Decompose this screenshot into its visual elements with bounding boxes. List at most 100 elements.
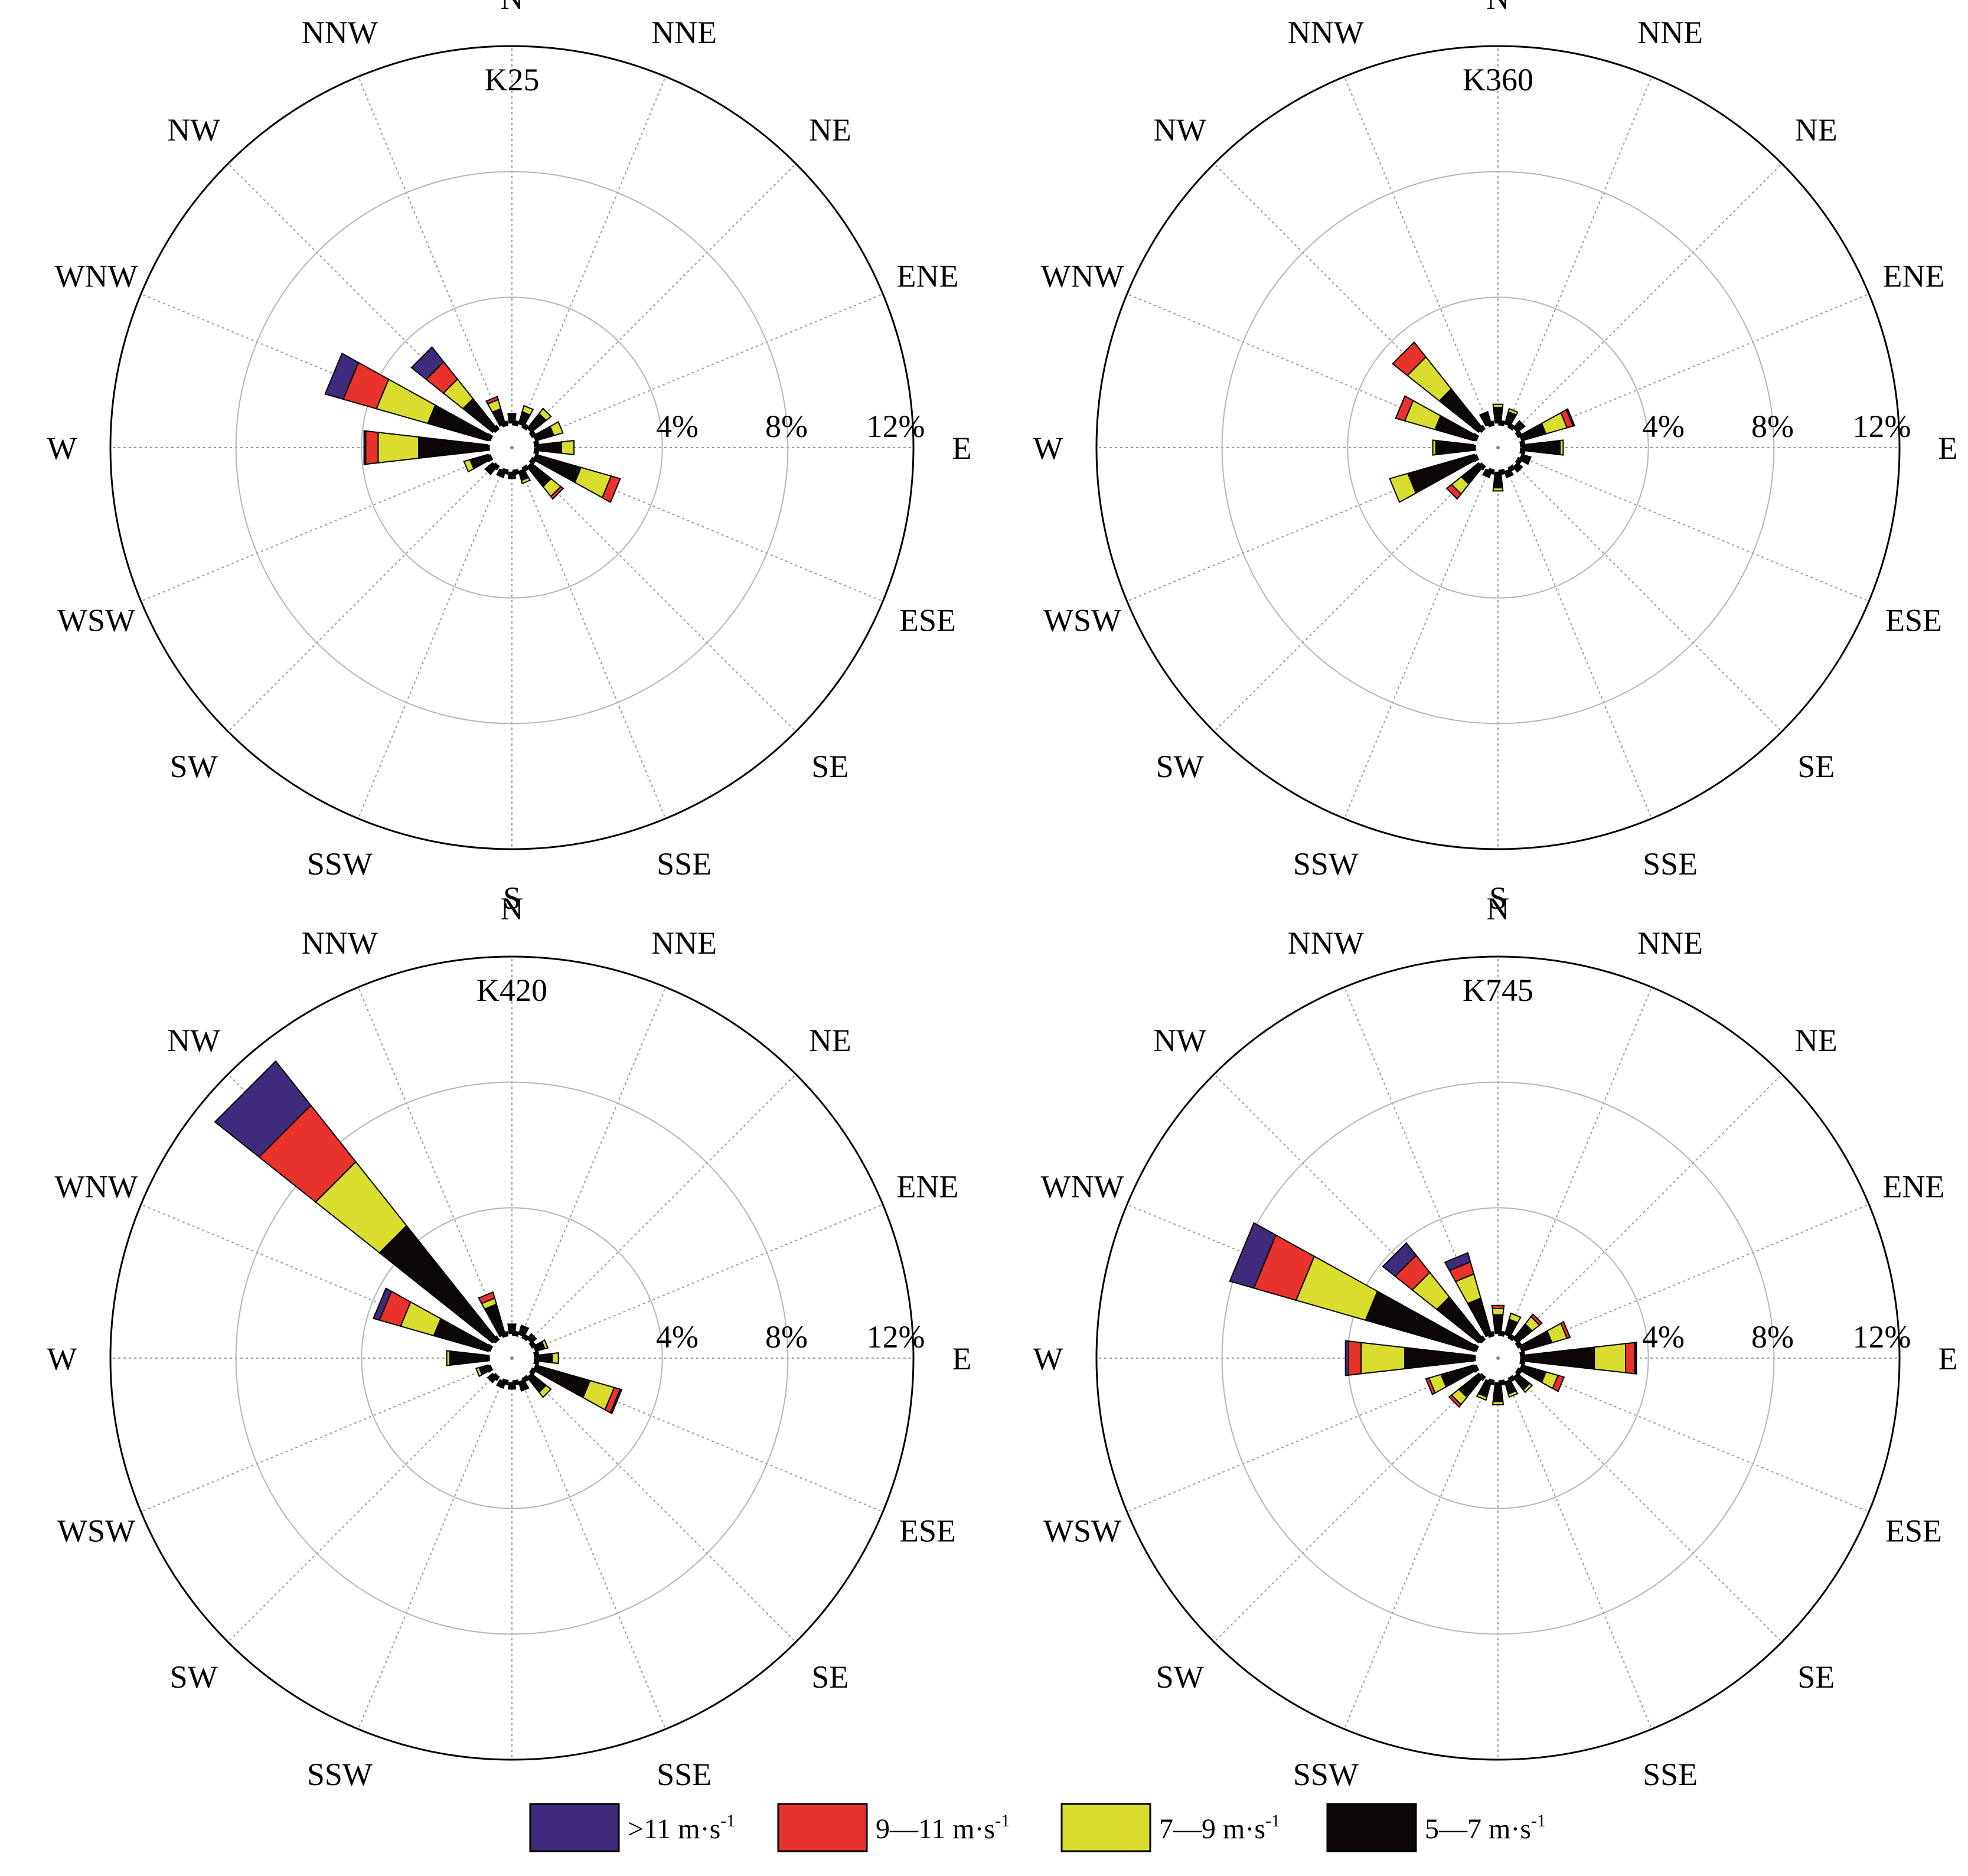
wind-rose-k745: 4% 8% 12% N NNE NE ENE E ESE SE SSE S SSW SW WSW W WNW NW… <box>1033 891 1958 1826</box>
petal-s-7-9 <box>1491 1401 1504 1405</box>
ring-label: 8% <box>765 1319 808 1355</box>
ring-label: 8% <box>1751 409 1794 444</box>
direction-label-nne: NNE <box>651 15 717 50</box>
chart-title: K420 <box>477 973 547 1008</box>
ring-label: 4% <box>656 1319 699 1355</box>
direction-label-nnw: NNW <box>1288 925 1364 961</box>
petal-wsw-7-9 <box>1389 472 1417 503</box>
petal-n-5-7 <box>1493 406 1503 424</box>
petal-ssw-5-7 <box>1482 468 1492 478</box>
petal-sse-7-9 <box>1507 1390 1519 1398</box>
direction-label-wnw: WNW <box>55 258 138 293</box>
legend-swatch-5-7 <box>1326 1803 1417 1852</box>
petal-sse-7-9 <box>520 477 531 485</box>
direction-label-s: S <box>503 1791 521 1798</box>
direction-label-ene: ENE <box>1883 258 1945 293</box>
spoke-line <box>521 76 667 425</box>
direction-label-ne: NE <box>809 1023 851 1058</box>
petal-se-5-7 <box>1512 462 1523 473</box>
legend-label-9-11: 9—11 m·s-1 <box>876 1811 1010 1845</box>
petal-s-5-7 <box>507 471 517 479</box>
direction-label-sw: SW <box>170 1659 218 1695</box>
direction-label-s: S <box>503 880 521 916</box>
spoke-line <box>1520 1367 1869 1513</box>
direction-label-wnw: WNW <box>1041 258 1124 293</box>
petal-wsw-7-9 <box>463 459 475 473</box>
petal-wnw-gt11 <box>324 352 360 400</box>
petal-ene-7-9 <box>541 1339 549 1350</box>
direction-label-sw: SW <box>170 749 218 784</box>
direction-label-ne: NE <box>1795 112 1838 148</box>
direction-label-nne: NNE <box>1637 15 1703 50</box>
petal-w-7-9 <box>1360 1342 1406 1375</box>
direction-label-se: SE <box>1797 749 1835 784</box>
petal-s-5-7 <box>507 1382 517 1390</box>
legend: >11 m·s-1 9—11 m·s-1 7—9 m·s-1 5—7 m·s-1 <box>529 1803 1546 1852</box>
petal-s-5-7 <box>1493 471 1503 489</box>
spoke-line <box>521 470 667 819</box>
spoke-line <box>528 163 797 431</box>
petal-nnw-9-11 <box>485 396 499 405</box>
wind-rose-k25: 4% 8% 12% N NNE NE ENE E ESE SE SSE S SSW SW WSW W WNW NW… <box>47 0 972 916</box>
ring-label: 8% <box>1751 1319 1794 1355</box>
spoke-line <box>1127 293 1476 439</box>
spoke-line <box>141 456 489 602</box>
petal-wnw-9-11 <box>1395 395 1414 422</box>
direction-label-ssw: SSW <box>1293 846 1359 882</box>
direction-label-wnw: WNW <box>55 1169 138 1204</box>
petal-e-5-7 <box>536 441 562 454</box>
petal-wnw-gt11 <box>1229 1222 1277 1289</box>
petal-w-5-7 <box>1404 1346 1474 1370</box>
center-dot <box>1496 1356 1500 1360</box>
petal-e-7-9 <box>1559 439 1564 456</box>
wind-rose-k420: 4% 8% 12% N NNE NE ENE E ESE SE SSE S SSW SW WSW W WNW NW… <box>47 891 972 1826</box>
direction-label-nne: NNE <box>651 925 717 961</box>
petal-ne-7-9 <box>538 407 552 422</box>
petal-nne-5-7 <box>518 1324 530 1337</box>
direction-label-sw: SW <box>1156 749 1204 784</box>
petal-ene-gt11 <box>1565 408 1576 427</box>
direction-label-ene: ENE <box>897 258 959 293</box>
direction-label-n: N <box>1487 0 1510 16</box>
legend-swatch-9-11 <box>777 1803 868 1852</box>
spoke-line <box>357 76 503 425</box>
grid-ring <box>1221 171 1775 725</box>
petal-ne-9-11 <box>1530 1313 1543 1326</box>
spoke-line <box>528 464 797 732</box>
center-dot <box>510 1356 514 1360</box>
spoke-line <box>357 1381 503 1730</box>
spoke-line <box>227 464 495 732</box>
direction-label-sse: SSE <box>657 846 712 882</box>
direction-label-s: S <box>1489 880 1507 916</box>
petal-ene-7-9 <box>549 420 564 436</box>
petal-n-7-9 <box>1491 1308 1504 1316</box>
spoke-line <box>227 1375 495 1643</box>
spoke-line <box>1515 464 1783 732</box>
grid-ring <box>1347 296 1649 599</box>
direction-label-e: E <box>1938 1341 1958 1376</box>
petal-nnw-9-11 <box>478 1291 496 1304</box>
petal-ese-9-11 <box>1552 1374 1565 1392</box>
direction-label-sw: SW <box>1156 1659 1204 1695</box>
petal-ene-9-11 <box>1560 1320 1571 1339</box>
spoke-line <box>1507 76 1653 425</box>
direction-label-wnw: WNW <box>1041 1169 1124 1204</box>
petal-n-5-7 <box>507 413 517 424</box>
petal-sse-5-7 <box>518 1379 530 1392</box>
petal-e-5-7 <box>1522 439 1561 456</box>
petal-wnw-gt11 <box>373 1287 393 1321</box>
spoke-line <box>1213 1375 1481 1643</box>
petal-se-7-9 <box>538 1384 552 1398</box>
direction-label-ssw: SSW <box>1293 1757 1359 1792</box>
chart-title: K25 <box>485 62 540 97</box>
spoke-line <box>357 470 503 819</box>
petal-nw-9-11 <box>1392 341 1427 377</box>
spoke-line <box>521 1381 667 1730</box>
direction-label-e: E <box>952 1341 972 1376</box>
spoke-line <box>521 987 667 1336</box>
direction-label-nw: NW <box>167 1023 220 1058</box>
direction-label-se: SE <box>811 749 848 784</box>
spoke-line <box>1127 456 1476 602</box>
petal-sw-9-11 <box>1448 1394 1462 1408</box>
spoke-line <box>528 1074 797 1342</box>
